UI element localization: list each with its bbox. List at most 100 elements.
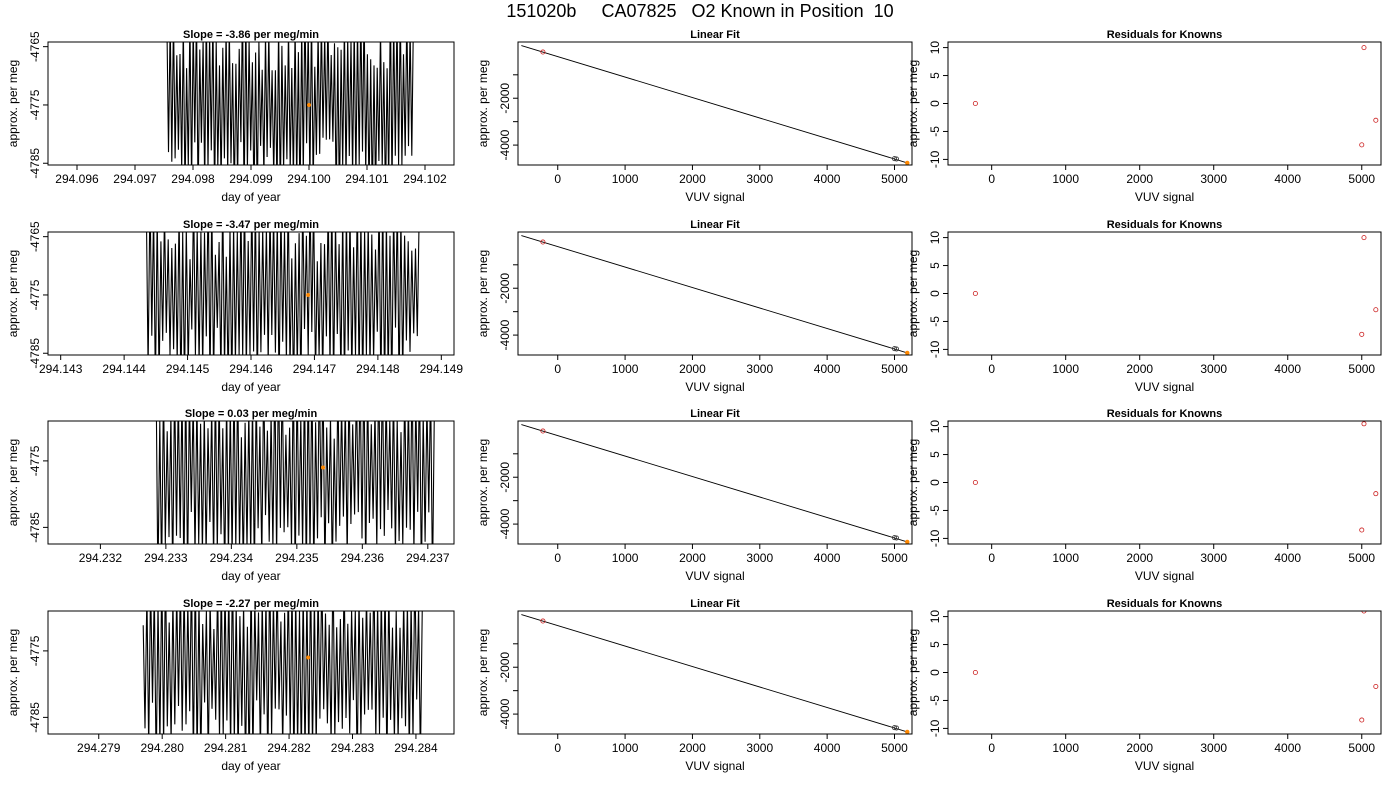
data-point [540,618,546,624]
panel-title: Linear Fit [690,29,740,41]
y-tick-label: -5 [928,695,942,706]
x-tick-label: 294.149 [420,362,464,376]
plot-area [146,232,420,355]
highlight-point [306,292,311,297]
x-tick-label: 294.147 [293,362,337,376]
fit-line [521,235,908,354]
x-tick-label: 4000 [814,551,841,565]
data-point [540,49,546,55]
x-tick-label: 5000 [1348,551,1375,565]
data-point [891,346,897,352]
data-point [1373,491,1379,497]
x-tick-label: 294.283 [331,741,375,755]
fit-line [521,424,908,543]
x-tick-label: 294.233 [144,551,188,565]
y-tick-label: -4785 [28,702,42,733]
plot-frame [517,231,913,356]
y-tick-label: -10 [928,150,942,168]
x-tick-label: 294.232 [79,551,123,565]
x-axis-label: VUV signal [1135,569,1194,583]
x-axis-label: VUV signal [685,190,744,204]
plot-area [972,235,1379,337]
x-tick-label: 5000 [1348,362,1375,376]
panel-4-3: Residuals for Knowns 0 1000 2000 3000 4000 500… [906,598,1382,773]
x-tick-label: 2000 [1126,172,1153,186]
highlight-point [321,465,326,470]
x-tick-label: 294.098 [171,172,215,186]
panel-3-2: Linear Fit 0 1000 2000 3000 4000 5000 -2000 -400… [476,408,913,583]
plot-area [521,235,910,355]
x-tick-label: 0 [988,741,995,755]
panel-title: Residuals for Knowns [1107,598,1223,610]
y-tick-label: 10 [928,231,942,245]
data-point [1361,235,1367,241]
x-tick-label: 2000 [679,172,706,186]
x-tick-label: 294.100 [287,172,331,186]
x-tick-label: 0 [554,362,561,376]
y-tick-label: 10 [928,41,942,55]
x-tick-label: 294.279 [77,741,121,755]
y-tick-label: -4000 [498,508,512,539]
plot-frame [947,610,1382,735]
x-tick-label: 5000 [881,551,908,565]
plot-area [142,611,423,734]
panel-title: Linear Fit [690,408,740,420]
y-tick-label: -4000 [498,129,512,160]
panel-title: Slope = -3.86 per meg/min [183,29,319,41]
data-point [1359,331,1365,337]
x-tick-label: 4000 [1274,551,1301,565]
fit-line [521,45,908,164]
x-tick-label: 294.099 [229,172,273,186]
plot-area [972,421,1379,533]
x-tick-label: 0 [554,741,561,755]
data-point [540,428,546,434]
y-tick-label: -5 [928,316,942,327]
panel-title: Residuals for Knowns [1107,29,1223,41]
y-tick-label: -4785 [28,512,42,543]
signal-line [146,232,420,355]
y-tick-label: -4785 [28,148,42,179]
y-axis-label: approx. per meg [6,629,20,716]
x-tick-label: 1000 [612,172,639,186]
plot-frame [947,231,1382,356]
x-tick-label: 2000 [679,362,706,376]
x-tick-label: 294.234 [210,551,254,565]
x-axis-label: VUV signal [685,759,744,773]
y-axis-label: approx. per meg [6,250,20,337]
panel-3-1: Slope = 0.03 per meg/min 294.232 294.233 29… [6,408,455,583]
highlight-point [307,102,311,107]
y-tick-label: -4000 [498,319,512,350]
y-tick-label: -4775 [28,279,42,310]
x-tick-label: 4000 [814,172,841,186]
x-tick-label: 3000 [746,741,773,755]
panel-3-3: Residuals for Knowns 0 1000 2000 3000 4000 500… [906,408,1382,583]
data-point [972,479,978,485]
y-tick-label: -2000 [498,462,512,493]
panel-2-2: Linear Fit 0 1000 2000 3000 4000 5000 -2000 -400… [476,219,913,394]
panel-4-1: Slope = -2.27 per meg/min 294.279 294.280 2… [6,598,455,773]
page-title: 151020b CA07825 O2 Known in Position 10 [506,1,894,21]
y-tick-label: -4775 [28,445,42,476]
x-tick-label: 3000 [746,172,773,186]
x-tick-label: 294.101 [345,172,389,186]
data-point [972,101,978,107]
y-axis-label: approx. per meg [476,250,490,337]
x-tick-label: 294.284 [394,741,438,755]
x-tick-label: 5000 [881,362,908,376]
x-tick-label: 294.148 [356,362,400,376]
y-tick-label: -4775 [28,89,42,120]
x-tick-label: 294.282 [267,741,311,755]
x-axis-label: VUV signal [685,380,744,394]
x-tick-label: 4000 [814,741,841,755]
panel-title: Slope = -3.47 per meg/min [183,219,319,231]
y-tick-label: -4765 [28,221,42,252]
x-axis-label: VUV signal [1135,190,1194,204]
panel-2-1: Slope = -3.47 per meg/min 294.143 294.144 2… [6,219,464,394]
plot-frame [947,41,1382,166]
x-tick-label: 4000 [1274,172,1301,186]
y-axis-label: approx. per meg [6,60,20,147]
y-tick-label: -5 [928,505,942,516]
plot-area [972,611,1379,723]
y-axis-label: approx. per meg [906,629,920,716]
